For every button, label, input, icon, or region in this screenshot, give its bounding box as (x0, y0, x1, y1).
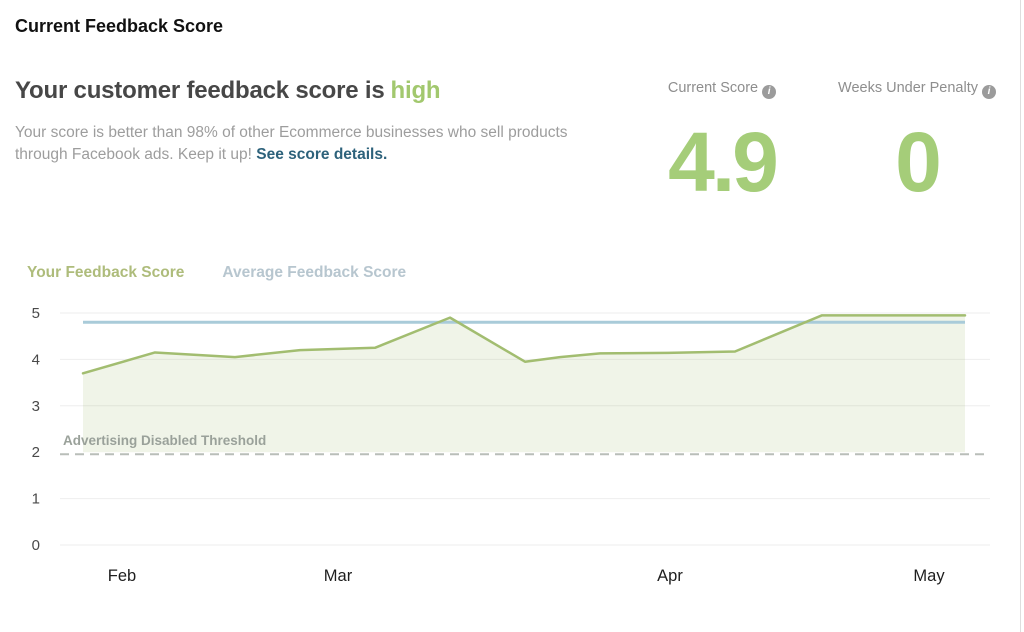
weeks-under-penalty-label: Weeks Under Penalty (838, 80, 978, 96)
weeks-under-penalty-label-row: Weeks Under Penalty i (827, 78, 1007, 99)
info-icon[interactable]: i (762, 85, 777, 99)
y-tick-label: 0 (32, 537, 40, 554)
page-title: Current Feedback Score (15, 16, 224, 36)
score-status: high (390, 77, 441, 104)
card-edge (1020, 0, 1021, 632)
x-axis-label-may: May (913, 567, 945, 585)
y-tick-label: 3 (32, 398, 40, 415)
y-tick-label: 2 (32, 444, 40, 461)
y-tick-label: 1 (32, 491, 40, 508)
info-icon[interactable]: i (981, 85, 996, 99)
chart-legend: Your Feedback Score Average Feedback Sco… (27, 264, 406, 282)
x-axis-label-apr: Apr (657, 567, 683, 585)
threshold-label: Advertising Disabled Threshold (63, 433, 266, 448)
score-description: Your score is better than 98% of other E… (15, 122, 580, 165)
score-heading: Your customer feedback score is high (15, 77, 441, 105)
your-score-area (83, 315, 965, 453)
see-score-details-link[interactable]: See score details. (256, 145, 388, 163)
current-score-value: 4.9 (668, 115, 779, 209)
legend-average-feedback-score[interactable]: Average Feedback Score (222, 264, 407, 281)
y-tick-label: 5 (32, 305, 40, 322)
current-score-label-row: Current Score i (627, 78, 817, 99)
x-axis-label-mar: Mar (324, 567, 353, 585)
y-tick-label: 4 (32, 351, 40, 368)
legend-your-feedback-score[interactable]: Your Feedback Score (27, 264, 185, 281)
x-axis-label-feb: Feb (108, 567, 136, 585)
score-heading-prefix: Your customer feedback score is (15, 77, 385, 104)
score-description-text: Your score is better than 98% of other E… (15, 124, 568, 163)
weeks-under-penalty-value: 0 (895, 115, 942, 209)
your-score-line (81, 314, 967, 375)
current-score-label: Current Score (667, 80, 759, 96)
